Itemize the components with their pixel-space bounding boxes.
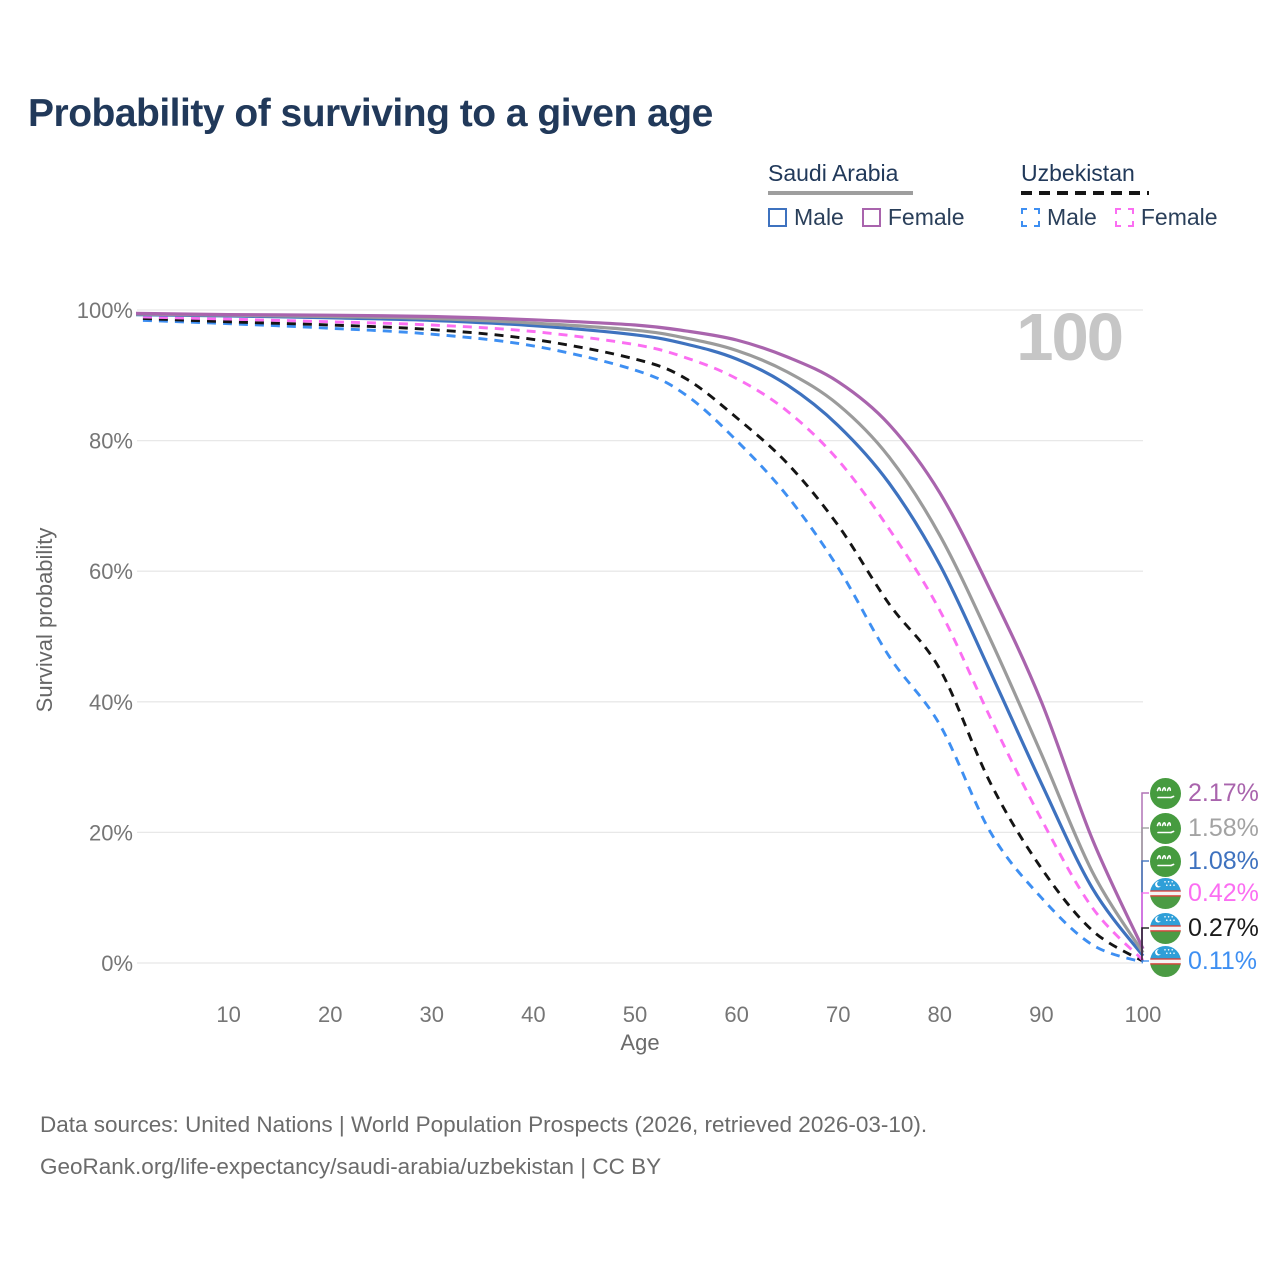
series-end-label: 1.08% [1150,845,1259,877]
label-connectors [1141,792,1149,963]
gridlines [137,309,1143,964]
legend-swatch-uzbek-female[interactable] [1114,208,1134,227]
y-axis-title: Survival probability [32,527,57,713]
x-tick-label: 40 [521,1002,545,1027]
saudi-arabia-flag-icon [1150,845,1181,877]
legend-swatch-saudi-male[interactable] [768,208,787,227]
end-label-value: 0.11% [1188,946,1258,975]
hover-age-watermark: 100 [1016,300,1124,375]
curve-saudi-arabia-female[interactable] [127,311,1145,950]
legend-group-saudi-arabia: Saudi Arabia Male Female [768,160,983,231]
curve-uzbekistan-female[interactable] [127,315,1145,962]
uzbekistan-flag-icon [1150,877,1181,909]
x-tick-label: 30 [420,1002,444,1027]
x-tick-label: 20 [318,1002,342,1027]
page-title: Probability of surviving to a given age [28,92,713,135]
end-label-value: 2.17% [1188,778,1259,807]
x-tick-label: 60 [724,1002,748,1027]
curve-saudi-arabia-male[interactable] [127,313,1145,957]
label-connector [1141,927,1149,962]
axis-ticks: 0% 20% 40% 60% 80% 100% 10 20 30 40 50 60 70 80 90 100 A… [77,298,1162,1055]
end-label-value: 1.08% [1188,846,1259,875]
legend-label-uzbek-male[interactable]: Male [1047,204,1097,230]
x-axis-title: Age [620,1030,659,1055]
series-end-label: 0.11% [1150,945,1257,977]
series-end-label: 0.27% [1150,912,1259,944]
saudi-arabia-flag-icon [1150,777,1181,809]
end-label-value: 1.58% [1188,813,1259,842]
label-connector [1141,792,1149,949]
x-tick-label: 80 [928,1002,952,1027]
y-tick-label: 80% [89,429,133,454]
y-tick-label: 0% [101,951,133,976]
curve-saudi-arabia-both-sexes[interactable] [127,312,1145,954]
uzbekistan-flag-icon [1150,945,1181,977]
series-end-label: 1.58% [1150,812,1259,844]
curve-uzbekistan-both-sexes[interactable] [127,316,1144,963]
footer-attribution: Data sources: United Nations | World Pop… [40,1104,927,1188]
y-tick-label: 60% [89,559,133,584]
x-tick-label: 10 [216,1002,240,1027]
series-curves [127,311,1145,964]
legend-label-saudi-male[interactable]: Male [794,204,844,230]
end-label-value: 0.42% [1188,878,1259,907]
legend-label-uzbek-female[interactable]: Female [1140,204,1218,230]
saudi-arabia-flag-icon [1150,812,1181,844]
series-end-label: 0.42% [1150,877,1259,909]
footer-url: GeoRank.org/life-expectancy/saudi-arabia… [40,1154,662,1179]
label-connector [1141,960,1149,963]
legend-country-saudi-arabia: Saudi Arabia [768,160,899,186]
curve-uzbekistan-male[interactable] [127,318,1144,964]
legend-group-uzbekistan: Uzbekistan Male Female [1021,160,1236,231]
x-tick-label: 100 [1125,1002,1162,1027]
label-connector [1141,827,1149,953]
legend-underline-solid [768,191,913,195]
series-end-label: 2.17% [1150,777,1259,809]
x-tick-label: 90 [1029,1002,1053,1027]
label-connector [1141,860,1149,956]
legend-label-saudi-female[interactable]: Female [887,204,965,230]
end-label-value: 0.27% [1188,913,1259,942]
legend-swatch-uzbek-male[interactable] [1021,208,1040,227]
legend-country-uzbekistan: Uzbekistan [1021,160,1135,186]
uzbekistan-flag-icon [1150,912,1181,944]
y-tick-label: 100% [77,298,133,323]
legend-swatch-saudi-female[interactable] [861,208,881,227]
footer-data-sources: Data sources: United Nations | World Pop… [40,1112,928,1137]
y-tick-label: 40% [89,690,133,715]
x-tick-label: 70 [826,1002,850,1027]
x-tick-label: 50 [623,1002,647,1027]
legend-underline-dashed [1021,191,1149,195]
y-tick-label: 20% [89,820,133,845]
